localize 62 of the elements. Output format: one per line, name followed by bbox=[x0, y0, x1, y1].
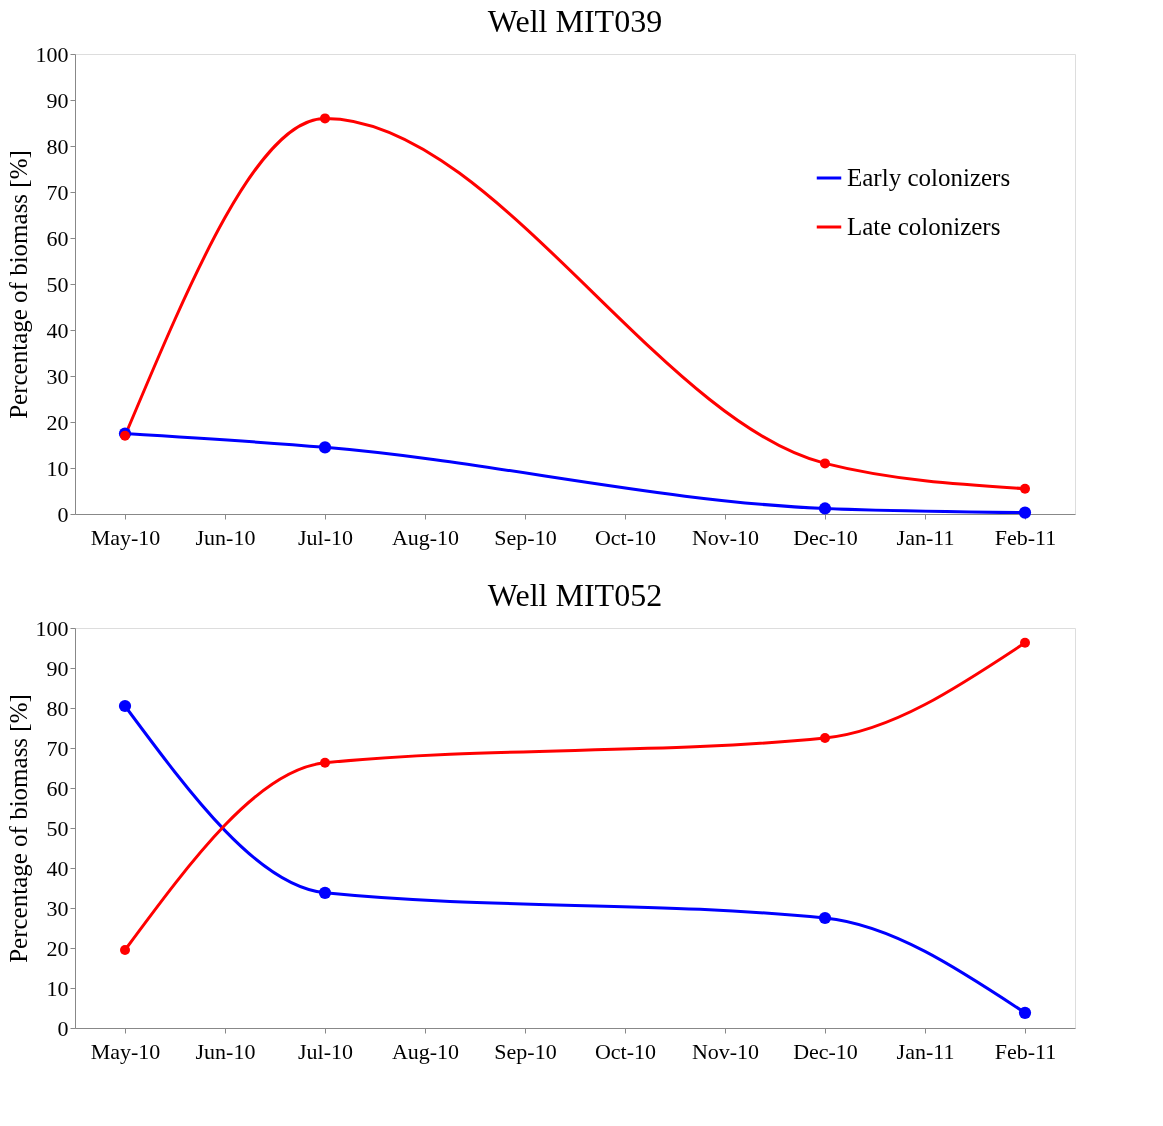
y-tick-label: 40 bbox=[46, 855, 69, 881]
y-tick-label: 10 bbox=[46, 975, 69, 1001]
x-tick-label: Feb-11 bbox=[994, 1038, 1057, 1064]
point bbox=[318, 441, 332, 454]
y-tick-label: 70 bbox=[46, 735, 69, 761]
x-tick-label: May-10 bbox=[90, 1038, 161, 1064]
y-tick-label: 90 bbox=[46, 87, 69, 113]
x-tick-label: Nov-10 bbox=[691, 524, 760, 550]
point bbox=[820, 458, 830, 469]
x-tick-label: Jul-10 bbox=[298, 524, 353, 550]
x-tick-label: Feb-11 bbox=[994, 524, 1057, 550]
y-tick-label: 50 bbox=[46, 271, 69, 297]
x-tick-label: Aug-10 bbox=[391, 1038, 460, 1064]
x-tick-label: Sep-10 bbox=[494, 524, 557, 550]
y-tick-label: 30 bbox=[46, 895, 69, 921]
x-tick-label: Dec-10 bbox=[793, 524, 858, 550]
x-tick-label: Oct-10 bbox=[594, 524, 657, 550]
x-tick-label: Nov-10 bbox=[691, 1038, 760, 1064]
point bbox=[1018, 506, 1032, 519]
y-axis-title: Percentage of biomass [%] bbox=[4, 150, 32, 419]
x-tick-label: Jun-10 bbox=[195, 1038, 256, 1064]
x-tick-label: May-10 bbox=[90, 524, 161, 550]
point bbox=[118, 699, 132, 713]
point bbox=[818, 911, 832, 925]
x-tick-label: Jul-10 bbox=[298, 1038, 353, 1064]
point bbox=[320, 757, 330, 768]
y-tick-label: 40 bbox=[46, 317, 69, 343]
y-tick-label: 10 bbox=[46, 455, 69, 481]
y-tick-label: 60 bbox=[46, 775, 69, 801]
chart-title: Well MIT052 bbox=[487, 577, 663, 613]
point bbox=[818, 502, 832, 515]
y-tick-label: 80 bbox=[46, 695, 69, 721]
y-tick-label: 100 bbox=[35, 615, 69, 641]
y-tick-label: 90 bbox=[46, 655, 69, 681]
chart-title: Well MIT039 bbox=[487, 3, 663, 39]
y-tick-label: 0 bbox=[57, 1015, 69, 1041]
y-tick-label: 100 bbox=[35, 41, 69, 67]
x-tick-label: Aug-10 bbox=[391, 524, 460, 550]
point bbox=[320, 113, 330, 124]
legend-label: Late colonizers bbox=[847, 213, 1001, 240]
point bbox=[1020, 483, 1030, 494]
y-tick-label: 20 bbox=[46, 409, 69, 435]
point bbox=[1018, 1006, 1032, 1019]
point bbox=[120, 945, 130, 955]
y-axis-title: Percentage of biomass [%] bbox=[4, 694, 32, 963]
y-tick-label: 30 bbox=[46, 363, 69, 389]
y-tick-label: 20 bbox=[46, 935, 69, 961]
y-tick-label: 50 bbox=[46, 815, 69, 841]
point bbox=[318, 886, 332, 899]
point bbox=[1020, 637, 1030, 648]
x-tick-label: Sep-10 bbox=[494, 1038, 557, 1064]
x-tick-label: Dec-10 bbox=[793, 1038, 858, 1064]
y-tick-label: 60 bbox=[46, 225, 69, 251]
x-tick-label: Jun-10 bbox=[195, 524, 256, 550]
x-tick-label: Jan-11 bbox=[896, 524, 955, 550]
x-tick-label: Oct-10 bbox=[594, 1038, 657, 1064]
legend-label: Early colonizers bbox=[847, 164, 1011, 191]
y-tick-label: 80 bbox=[46, 133, 69, 159]
x-tick-label: Jan-11 bbox=[896, 1038, 955, 1064]
point bbox=[820, 733, 830, 743]
y-tick-label: 0 bbox=[57, 501, 69, 527]
y-tick-label: 70 bbox=[46, 179, 69, 205]
